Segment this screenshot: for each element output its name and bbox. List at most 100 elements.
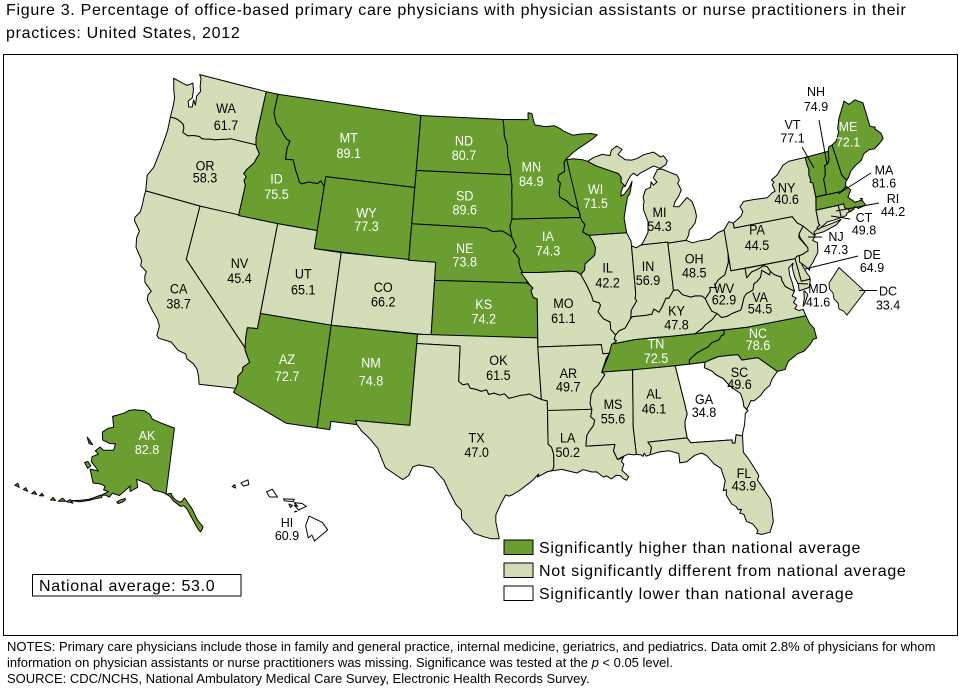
- svg-text:60.9: 60.9: [275, 529, 299, 543]
- svg-text:80.7: 80.7: [452, 148, 476, 164]
- svg-text:43.9: 43.9: [732, 478, 756, 494]
- svg-text:74.9: 74.9: [804, 100, 828, 114]
- svg-text:81.6: 81.6: [872, 177, 896, 191]
- svg-text:TX: TX: [469, 430, 485, 446]
- svg-text:KS: KS: [475, 296, 492, 312]
- svg-text:82.8: 82.8: [135, 443, 159, 457]
- svg-text:Significantly higher than nati: Significantly higher than national avera…: [539, 540, 861, 557]
- svg-text:AL: AL: [646, 386, 661, 402]
- svg-text:55.6: 55.6: [601, 411, 625, 427]
- svg-text:MS: MS: [604, 396, 623, 412]
- svg-text:KY: KY: [668, 303, 685, 319]
- svg-text:54.5: 54.5: [748, 301, 772, 317]
- svg-text:WY: WY: [356, 205, 376, 221]
- svg-text:44.5: 44.5: [745, 237, 769, 253]
- svg-text:48.5: 48.5: [682, 265, 706, 281]
- svg-text:NV: NV: [231, 255, 249, 271]
- svg-text:LA: LA: [560, 430, 576, 446]
- svg-text:AZ: AZ: [279, 351, 295, 367]
- svg-text:HI: HI: [281, 516, 294, 530]
- svg-text:40.6: 40.6: [774, 191, 798, 207]
- svg-text:73.8: 73.8: [452, 254, 476, 270]
- svg-text:77.1: 77.1: [780, 132, 804, 146]
- svg-text:DE: DE: [863, 248, 880, 262]
- svg-text:VT: VT: [785, 118, 801, 132]
- svg-text:84.9: 84.9: [519, 173, 543, 189]
- svg-text:DC: DC: [879, 285, 897, 299]
- svg-text:MO: MO: [553, 295, 573, 311]
- svg-text:FL: FL: [737, 465, 752, 481]
- svg-text:62.9: 62.9: [712, 292, 736, 308]
- svg-text:61.1: 61.1: [551, 310, 575, 326]
- svg-text:74.3: 74.3: [536, 243, 560, 259]
- svg-text:54.3: 54.3: [647, 219, 671, 235]
- svg-text:TN: TN: [648, 336, 665, 352]
- svg-text:78.6: 78.6: [746, 337, 770, 353]
- svg-text:VA: VA: [752, 289, 768, 305]
- svg-text:WI: WI: [588, 181, 603, 197]
- svg-text:33.4: 33.4: [876, 299, 900, 313]
- svg-text:MA: MA: [875, 164, 894, 178]
- svg-text:89.6: 89.6: [452, 202, 476, 218]
- svg-text:77.3: 77.3: [354, 218, 378, 234]
- svg-text:IL: IL: [602, 260, 612, 276]
- svg-text:OH: OH: [685, 251, 704, 267]
- svg-text:AR: AR: [560, 365, 577, 381]
- svg-text:NY: NY: [778, 180, 796, 196]
- svg-text:IN: IN: [642, 258, 655, 274]
- svg-text:56.9: 56.9: [636, 272, 660, 288]
- svg-text:AK: AK: [139, 429, 156, 443]
- svg-text:NJ: NJ: [828, 230, 843, 244]
- svg-text:47.0: 47.0: [464, 445, 488, 461]
- svg-text:SC: SC: [731, 364, 749, 380]
- svg-text:41.6: 41.6: [806, 296, 830, 310]
- svg-text:CO: CO: [374, 279, 393, 295]
- svg-text:71.5: 71.5: [583, 195, 607, 211]
- svg-text:Not significantly different fr: Not significantly different from nationa…: [539, 563, 907, 580]
- svg-text:50.2: 50.2: [555, 445, 579, 461]
- svg-text:49.8: 49.8: [852, 224, 876, 238]
- svg-text:CT: CT: [856, 211, 873, 225]
- svg-text:38.7: 38.7: [166, 296, 190, 312]
- svg-text:89.1: 89.1: [336, 145, 360, 161]
- svg-text:WV: WV: [714, 280, 734, 296]
- svg-text:NH: NH: [807, 85, 825, 99]
- svg-text:64.9: 64.9: [860, 261, 884, 275]
- svg-text:OR: OR: [196, 158, 215, 174]
- svg-text:OK: OK: [489, 352, 507, 368]
- svg-text:WA: WA: [216, 100, 236, 116]
- svg-text:PA: PA: [749, 222, 765, 238]
- svg-text:66.2: 66.2: [371, 294, 395, 310]
- svg-text:RI: RI: [887, 192, 900, 206]
- svg-text:34.8: 34.8: [692, 404, 716, 420]
- svg-text:49.7: 49.7: [556, 379, 580, 395]
- svg-text:ND: ND: [455, 133, 473, 149]
- svg-text:CA: CA: [170, 281, 188, 297]
- svg-text:47.3: 47.3: [824, 243, 848, 257]
- svg-text:MT: MT: [340, 130, 358, 146]
- svg-text:ID: ID: [270, 171, 283, 187]
- svg-text:NE: NE: [456, 240, 474, 256]
- svg-text:72.7: 72.7: [275, 368, 299, 384]
- svg-text:74.8: 74.8: [359, 373, 383, 389]
- svg-text:75.5: 75.5: [264, 187, 288, 203]
- svg-text:MI: MI: [653, 204, 667, 220]
- svg-text:UT: UT: [295, 266, 312, 282]
- svg-text:74.2: 74.2: [471, 311, 495, 327]
- svg-text:42.2: 42.2: [595, 275, 619, 291]
- svg-text:National average: 53.0: National average: 53.0: [39, 578, 215, 595]
- svg-text:49.6: 49.6: [727, 376, 751, 392]
- svg-text:ME: ME: [839, 120, 858, 134]
- svg-text:58.3: 58.3: [193, 170, 217, 186]
- svg-text:MN: MN: [522, 159, 542, 175]
- svg-text:72.5: 72.5: [644, 350, 668, 366]
- svg-text:47.8: 47.8: [664, 317, 688, 333]
- svg-text:Significantly lower than natio: Significantly lower than national averag…: [539, 586, 854, 603]
- svg-text:GA: GA: [695, 391, 713, 407]
- svg-text:MD: MD: [808, 282, 827, 296]
- svg-text:SD: SD: [456, 188, 473, 204]
- svg-text:IA: IA: [542, 228, 554, 244]
- svg-text:44.2: 44.2: [881, 205, 905, 219]
- svg-text:61.5: 61.5: [486, 367, 510, 383]
- svg-text:61.7: 61.7: [214, 117, 238, 133]
